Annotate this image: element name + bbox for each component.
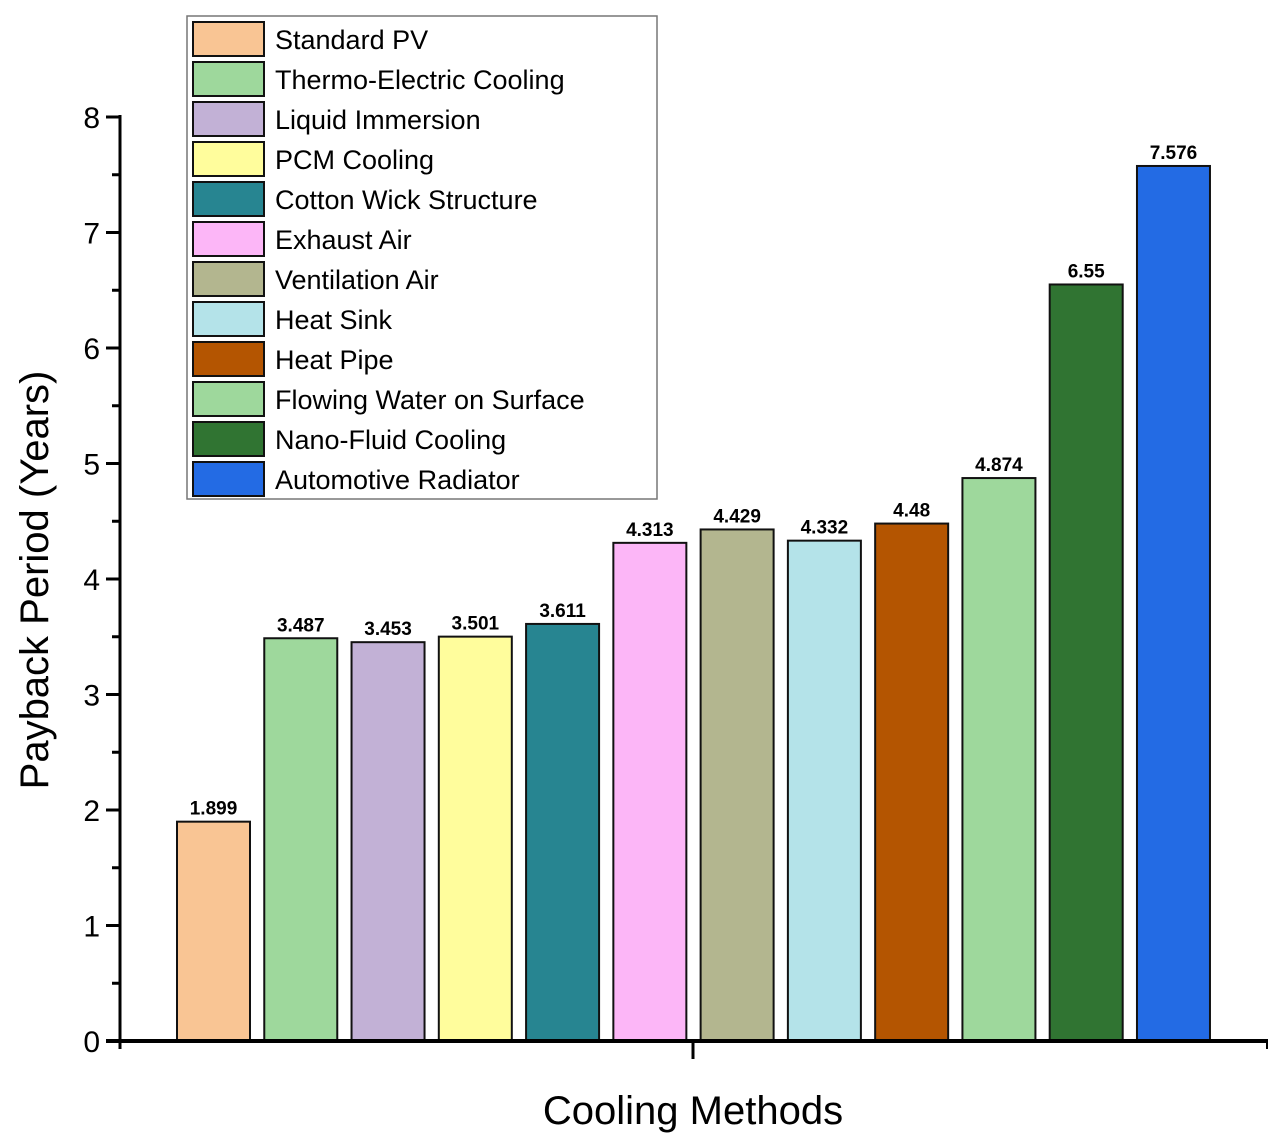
data-label: 3.453 [364,619,412,640]
bar [437,635,513,1043]
legend-label: PCM Cooling [275,145,434,175]
data-label: 7.576 [1150,143,1198,164]
legend-swatch [192,101,265,137]
data-label: 4.429 [713,506,761,527]
y-tick-label: 0 [83,1026,100,1059]
bar [1135,164,1211,1043]
bar [176,820,251,1043]
data-label: 3.611 [539,601,586,622]
data-label: 4.874 [975,455,1023,476]
data-label: 4.48 [893,501,930,522]
legend-swatch [192,221,265,257]
bar [874,522,950,1042]
legend-label: Standard PV [275,25,428,55]
x-axis-title: Cooling Methods [543,1089,843,1133]
legend-swatch [192,61,265,97]
legend-label: Flowing Water on Surface [275,385,585,415]
legend-label: Ventilation Air [275,265,439,295]
y-tick-label: 4 [83,564,100,597]
y-tick-label: 8 [83,102,100,135]
data-labels-group: 1.899 3.487 3.453 3.501 3.611 4.313 4.429 4.332… [190,143,1198,820]
legend-label: Liquid Immersion [275,105,481,135]
bars-group [176,164,1211,1043]
y-tick-label: 3 [83,680,100,713]
data-label: 3.501 [452,614,500,635]
legend-swatch [192,21,265,57]
legend-box [186,15,658,500]
legend-swatch [192,421,265,457]
data-label: 4.313 [626,520,674,541]
y-tick-label: 1 [83,911,100,944]
legend-label: Heat Sink [275,305,393,335]
y-axis-title: Payback Period (Years) [13,371,57,790]
y-tick-label: 6 [83,333,100,366]
data-label: 4.332 [801,518,849,539]
legend-label: Heat Pipe [275,345,394,375]
legend-label: Automotive Radiator [275,465,520,495]
legend-label: Nano-Fluid Cooling [275,425,506,455]
bar [699,528,775,1042]
bar [350,641,426,1043]
data-label: 6.55 [1068,261,1105,282]
y-tick-label: 5 [83,449,100,482]
legend-swatch [192,461,265,497]
legend-label: Thermo-Electric Cooling [275,65,565,95]
legend-swatch [192,301,265,337]
bar [1048,283,1124,1043]
bar [525,622,601,1042]
y-axis: 0 1 2 3 4 5 6 7 8 [83,102,122,1059]
legend-swatch [192,261,265,297]
bar [786,539,862,1042]
legend-label: Cotton Wick Structure [275,185,538,215]
y-tick-label: 7 [83,218,100,251]
bar [612,541,688,1042]
data-label: 3.487 [277,615,325,636]
legend-swatch [192,381,265,417]
legend-swatch [192,181,265,217]
data-label: 1.899 [190,799,238,820]
bar [263,637,339,1043]
legend: Standard PV Thermo-Electric Cooling Liquid… [186,15,658,500]
legend-label: Exhaust Air [275,225,412,255]
x-axis [106,1039,1268,1059]
legend-swatch [192,341,265,377]
bar [961,477,1037,1043]
y-tick-label: 2 [83,795,100,828]
legend-swatch [192,141,265,177]
